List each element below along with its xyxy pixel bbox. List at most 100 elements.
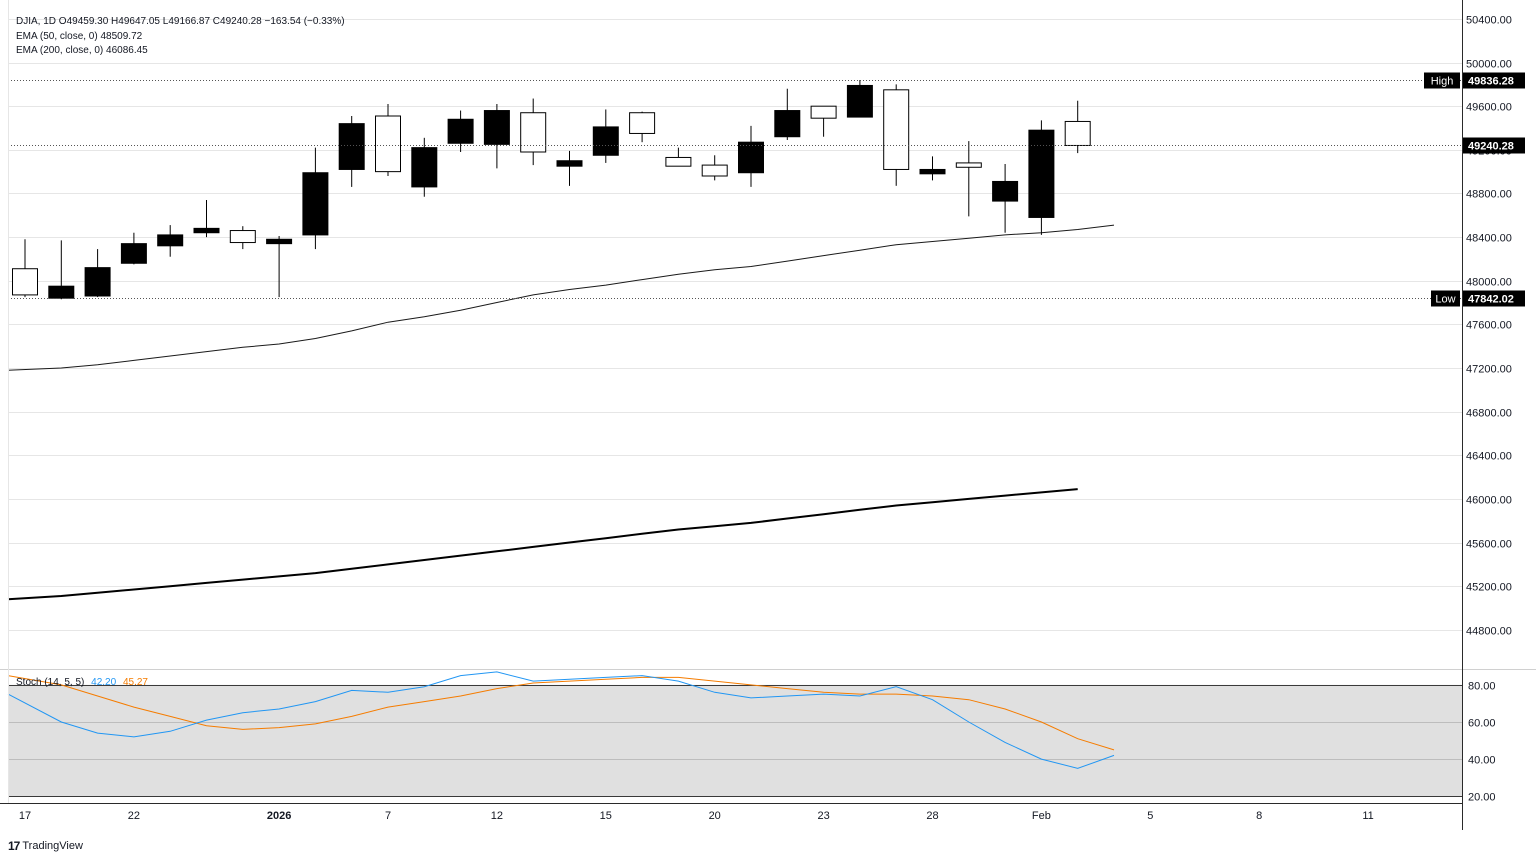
ema50-line <box>7 224 1115 371</box>
time-tick-label: Feb <box>1032 810 1051 822</box>
stoch-tick-label: 20.00 <box>1468 792 1496 804</box>
high-side-label-text: High <box>1431 76 1454 88</box>
stoch-lines <box>7 671 1115 769</box>
time-tick-label: 5 <box>1147 810 1153 822</box>
candle-body-down <box>193 227 220 234</box>
grid <box>8 19 1462 631</box>
candle[interactable] <box>883 84 910 186</box>
stoch-d-value: 45.27 <box>122 677 148 688</box>
tradingview-brand[interactable]: 17 TradingView <box>8 839 83 853</box>
candle-body-down <box>411 147 438 188</box>
low-price-tag: 47842.02 <box>1463 290 1525 307</box>
candle-body-down <box>447 118 474 144</box>
candle[interactable] <box>592 109 619 163</box>
candle[interactable] <box>846 80 873 118</box>
stoch-overbought-oversold-band <box>8 684 1462 797</box>
low-side-label-text: Low <box>1435 294 1455 306</box>
candle-body-up <box>810 105 837 119</box>
candle-body-up <box>229 230 256 244</box>
candle[interactable] <box>701 155 728 181</box>
candles[interactable] <box>12 80 1091 300</box>
candle-body-down <box>1028 129 1055 218</box>
candle-body-down <box>846 84 873 118</box>
candle[interactable] <box>992 164 1019 233</box>
last-price-tag-text: 49240.28 <box>1468 141 1514 153</box>
stoch-k-line <box>7 671 1115 769</box>
high-price-tag-text: 49836.28 <box>1468 76 1514 88</box>
time-tick-label: 12 <box>491 810 503 822</box>
candle[interactable] <box>1028 120 1055 235</box>
candle-body-up <box>12 268 38 296</box>
candle[interactable] <box>1064 100 1091 154</box>
candle-body-up <box>955 162 982 168</box>
candle-body-up <box>629 112 656 134</box>
price-tick-label: 48800.00 <box>1466 189 1512 201</box>
stoch-label: Stoch (14, 5, 5) <box>16 677 85 688</box>
stoch-legend: Stoch (14, 5, 5) 42.20 45.27 <box>16 677 148 688</box>
candle-body-down <box>992 180 1019 202</box>
candle[interactable] <box>810 105 837 137</box>
price-tick-label: 47600.00 <box>1466 320 1512 332</box>
candle[interactable] <box>629 111 656 143</box>
candle-body-up <box>1064 120 1091 146</box>
time-tick-label: 20 <box>709 810 721 822</box>
candle[interactable] <box>302 147 329 250</box>
candle[interactable] <box>48 240 75 300</box>
price-tick-label: 48400.00 <box>1466 233 1512 245</box>
time-tick-label: 7 <box>385 810 391 822</box>
candle[interactable] <box>12 239 38 298</box>
candle[interactable] <box>919 156 946 181</box>
candle-body-down <box>338 123 365 170</box>
high-side-label-bg <box>1424 72 1460 89</box>
high-side-label: High <box>1424 72 1460 89</box>
candle[interactable] <box>955 141 982 217</box>
candle[interactable] <box>229 226 256 250</box>
time-tick-label: 8 <box>1256 810 1262 822</box>
stoch-tick-label: 80.00 <box>1468 681 1496 693</box>
candle-body-down <box>738 141 764 174</box>
candle[interactable] <box>411 137 438 197</box>
time-tick-label: 17 <box>19 810 31 822</box>
candle-body-up <box>883 89 910 170</box>
price-tick-label: 49600.00 <box>1466 102 1512 114</box>
candle[interactable] <box>193 200 220 238</box>
high-price-tag: 49836.28 <box>1463 72 1525 89</box>
ema-lines <box>7 224 1115 601</box>
symbol-ohlc-line: DJIA, 1D O49459.30 H49647.05 L49166.87 C… <box>16 16 345 27</box>
reference-lines <box>8 80 1462 299</box>
candle-body-down <box>302 172 329 236</box>
candle-body-down <box>84 267 111 297</box>
candle[interactable] <box>84 249 111 298</box>
time-tick-label: 23 <box>817 810 829 822</box>
ema200-line <box>7 488 1078 601</box>
low-side-label: Low <box>1431 290 1460 307</box>
candle[interactable] <box>738 125 764 187</box>
stoch-tick-label: 60.00 <box>1468 718 1496 730</box>
candle-body-down <box>774 110 801 138</box>
last-price-tag-bg <box>1463 137 1525 154</box>
candle[interactable] <box>120 232 147 265</box>
price-tick-label: 45200.00 <box>1466 582 1512 594</box>
candle-body-up <box>701 164 728 177</box>
candle[interactable] <box>556 150 583 186</box>
candle[interactable] <box>520 98 547 166</box>
high-price-tag-bg <box>1463 72 1525 89</box>
candle-body-down <box>120 243 147 264</box>
candle[interactable] <box>483 104 510 169</box>
price-tick-label: 50000.00 <box>1466 59 1512 71</box>
candle[interactable] <box>665 147 692 167</box>
price-tick-label: 47200.00 <box>1466 364 1512 376</box>
candle[interactable] <box>774 88 801 140</box>
stoch-d-line <box>7 675 1115 751</box>
time-tick-label: 2026 <box>267 810 291 822</box>
candle[interactable] <box>375 104 401 176</box>
candle[interactable] <box>338 116 365 187</box>
candle[interactable] <box>447 110 474 152</box>
time-tick-label: 28 <box>926 810 938 822</box>
low-side-label-bg <box>1431 290 1460 307</box>
candle[interactable] <box>157 225 184 257</box>
candle[interactable] <box>266 236 293 298</box>
candle-body-down <box>556 160 583 167</box>
price-tick-label: 46800.00 <box>1466 408 1512 420</box>
